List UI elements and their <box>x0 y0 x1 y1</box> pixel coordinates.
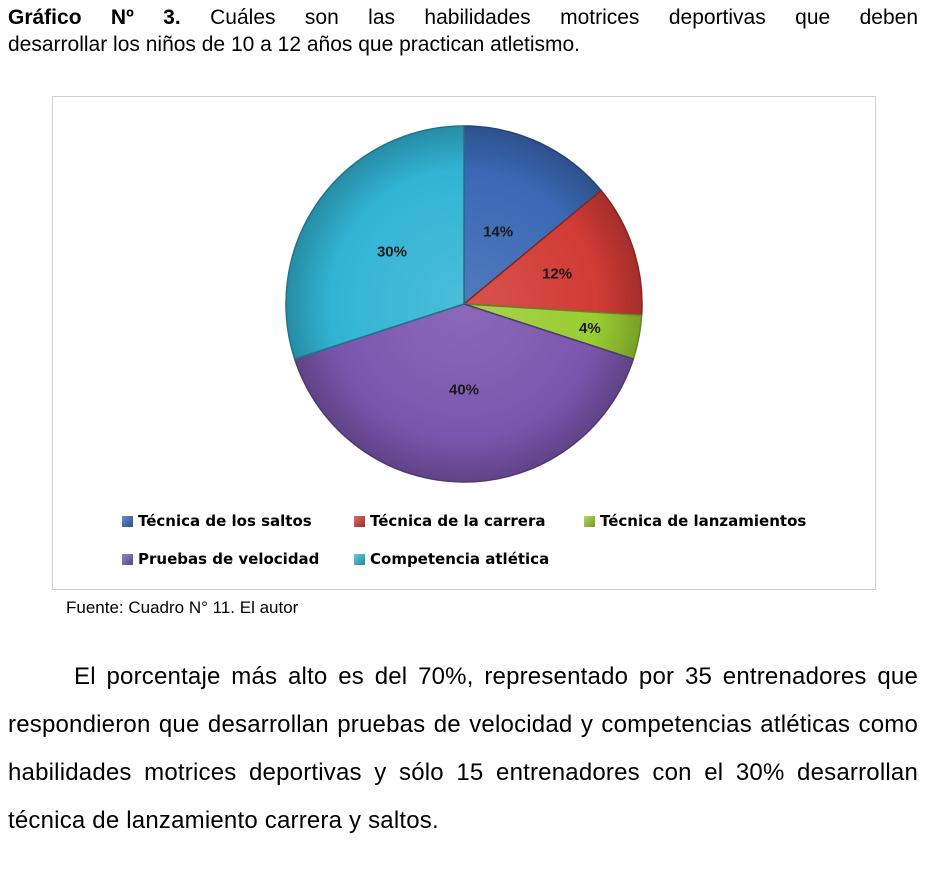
chart-area: 14% 12% 4% 40% 30% <box>52 96 876 590</box>
pie-slice-4 <box>293 303 635 483</box>
slice-label-1: 14% <box>483 224 513 241</box>
legend-item-2: Técnica de la carrera <box>354 512 545 530</box>
legend-label-4: Pruebas de velocidad <box>138 550 320 568</box>
legend-swatch-3 <box>584 515 595 527</box>
legend-label-1: Técnica de los saltos <box>138 512 312 530</box>
legend-label-3: Técnica de lanzamientos <box>600 512 807 530</box>
analysis-paragraph: El porcentaje más alto es del 70%, repre… <box>8 663 918 834</box>
legend-item-5: Competencia atlética <box>354 550 549 568</box>
legend-item-3: Técnica de lanzamientos <box>584 512 806 530</box>
figure-title-line2: desarrollar los niños de 10 a 12 años qu… <box>8 33 581 56</box>
slice-label-2: 12% <box>542 266 572 283</box>
figure-number: Gráfico Nº 3. <box>8 6 181 29</box>
legend-item-4: Pruebas de velocidad <box>122 550 319 568</box>
slice-label-4: 40% <box>449 381 479 398</box>
figure-title-line1: Cuáles son las habilidades motrices depo… <box>210 6 918 29</box>
figure-heading: Gráfico Nº 3. Cuáles son las habilidades… <box>8 4 918 58</box>
pie-slice-5 <box>285 125 465 360</box>
legend-item-1: Técnica de los saltos <box>122 512 312 530</box>
slice-label-3: 4% <box>579 320 601 337</box>
legend-swatch-5 <box>354 553 365 565</box>
legend-swatch-4 <box>122 553 133 565</box>
legend-swatch-1 <box>122 515 133 527</box>
source-note: Fuente: Cuadro N° 11. El autor <box>66 598 299 617</box>
legend-label-2: Técnica de la carrera <box>370 512 546 530</box>
legend-label-5: Competencia atlética <box>370 550 550 568</box>
pie-slice-1 <box>463 125 603 306</box>
pie-slice-2 <box>462 189 643 316</box>
legend-swatch-2 <box>354 515 365 527</box>
slice-label-5: 30% <box>377 244 407 261</box>
pie-chart: 14% 12% 4% 40% 30% <box>285 125 643 483</box>
